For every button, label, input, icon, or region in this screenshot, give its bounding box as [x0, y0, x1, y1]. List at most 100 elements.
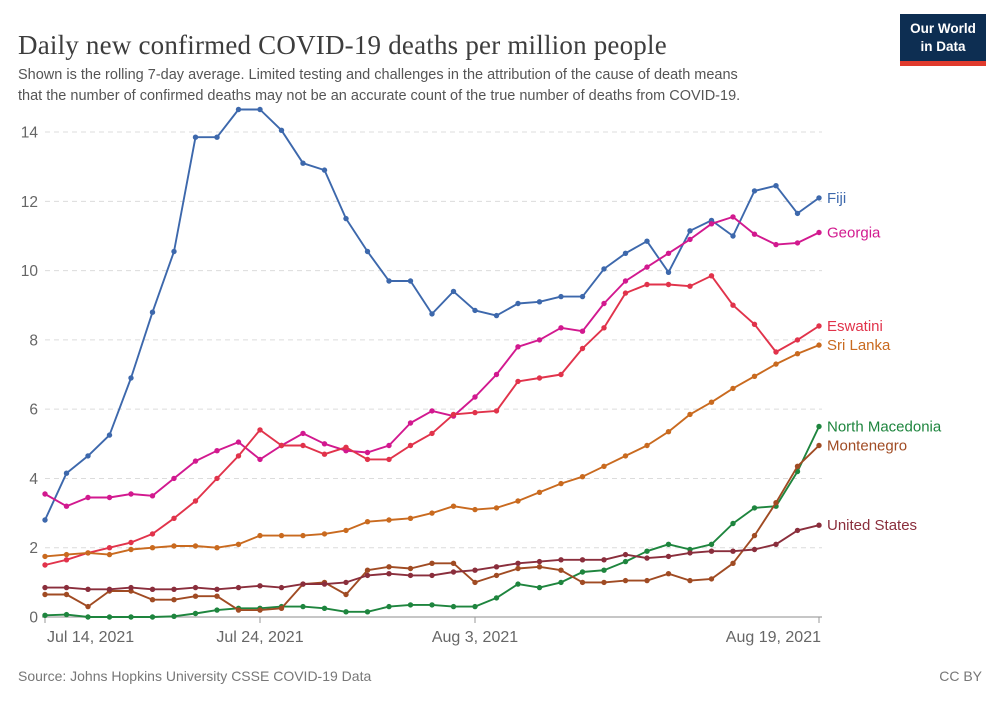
data-point: [42, 491, 48, 497]
data-point: [493, 312, 500, 319]
data-point: [472, 409, 478, 416]
data-point: [751, 546, 758, 553]
series-fiji: Fiji: [42, 106, 846, 523]
data-point: [85, 614, 91, 620]
data-point: [128, 491, 134, 497]
data-point: [644, 238, 650, 244]
data-point: [214, 607, 220, 613]
data-point: [386, 442, 392, 449]
data-point: [235, 439, 242, 445]
data-point: [751, 373, 758, 379]
data-point: [558, 293, 564, 300]
data-point: [493, 595, 500, 601]
y-tick-label: 6: [29, 402, 38, 419]
data-point: [106, 545, 113, 551]
data-point: [407, 442, 414, 449]
data-point: [472, 579, 478, 586]
data-point: [171, 543, 177, 549]
data-point: [687, 550, 693, 556]
data-point: [128, 546, 134, 553]
data-point: [257, 106, 263, 113]
data-point: [364, 567, 371, 573]
data-point: [149, 493, 156, 499]
data-point: [665, 250, 672, 256]
data-point: [515, 581, 521, 587]
page-title: Daily new confirmed COVID-19 deaths per …: [18, 30, 667, 61]
data-point: [42, 553, 48, 560]
data-point: [171, 613, 177, 619]
y-tick-label: 8: [29, 332, 38, 349]
data-point: [579, 579, 586, 586]
data-point: [85, 550, 91, 556]
data-point: [816, 323, 822, 329]
data-point: [85, 586, 91, 592]
data-point: [149, 597, 156, 603]
data-point: [450, 503, 457, 509]
series-label-united-states: United States: [827, 517, 917, 534]
data-point: [558, 557, 564, 563]
data-point: [472, 307, 478, 314]
data-point: [257, 532, 263, 539]
data-point: [106, 586, 113, 592]
data-point: [794, 337, 801, 343]
series-label-fiji: Fiji: [827, 190, 846, 207]
data-point: [687, 577, 693, 584]
data-point: [665, 541, 672, 547]
data-point: [773, 349, 779, 355]
data-point: [192, 498, 199, 504]
data-point: [730, 520, 736, 527]
data-point: [386, 564, 392, 570]
data-point: [300, 603, 306, 610]
data-point: [386, 603, 392, 610]
data-point: [536, 564, 543, 570]
data-point: [364, 248, 371, 255]
data-point: [214, 593, 220, 599]
data-point: [622, 290, 629, 296]
data-point: [278, 127, 285, 133]
data-point: [622, 250, 629, 256]
data-point: [515, 378, 521, 385]
data-point: [192, 610, 199, 617]
data-point: [708, 541, 715, 547]
data-point: [63, 503, 70, 509]
owid-logo-line2: in Data: [920, 38, 966, 54]
data-point: [171, 597, 177, 603]
data-point: [407, 420, 414, 426]
data-point: [106, 551, 113, 558]
source-note: Source: Johns Hopkins University CSSE CO…: [18, 668, 372, 684]
x-tick-label: Jul 14, 2021: [47, 629, 134, 646]
data-point: [407, 572, 414, 579]
data-point: [751, 231, 758, 237]
data-point: [730, 560, 736, 566]
data-point: [321, 605, 328, 611]
data-point: [601, 463, 607, 469]
data-point: [42, 591, 48, 598]
data-point: [171, 586, 177, 592]
page-subtitle: Shown is the rolling 7-day average. Limi…: [18, 66, 741, 104]
x-tick-label: Aug 19, 2021: [726, 629, 821, 646]
data-point: [558, 480, 564, 487]
x-axis: Jul 14, 2021 Jul 24, 2021 Aug 3, 2021 Aug 1…: [44, 617, 821, 646]
data-point: [708, 399, 715, 405]
data-point: [601, 300, 607, 307]
data-point: [321, 167, 328, 173]
series-georgia: Georgia: [42, 214, 881, 509]
data-point: [665, 281, 672, 288]
data-point: [214, 545, 220, 551]
data-point: [579, 293, 586, 300]
data-point: [85, 603, 91, 610]
data-point: [321, 531, 328, 537]
data-point: [429, 510, 435, 516]
data-point: [321, 581, 328, 587]
data-point: [278, 532, 285, 539]
data-point: [429, 572, 435, 579]
data-point: [730, 385, 736, 392]
chart-footer: Source: Johns Hopkins University CSSE CO…: [18, 668, 982, 684]
data-point: [192, 593, 199, 599]
data-point: [579, 474, 586, 480]
data-point: [63, 584, 70, 591]
data-point: [493, 505, 500, 511]
data-point: [816, 342, 822, 348]
data-point: [300, 430, 306, 437]
data-point: [450, 560, 457, 566]
